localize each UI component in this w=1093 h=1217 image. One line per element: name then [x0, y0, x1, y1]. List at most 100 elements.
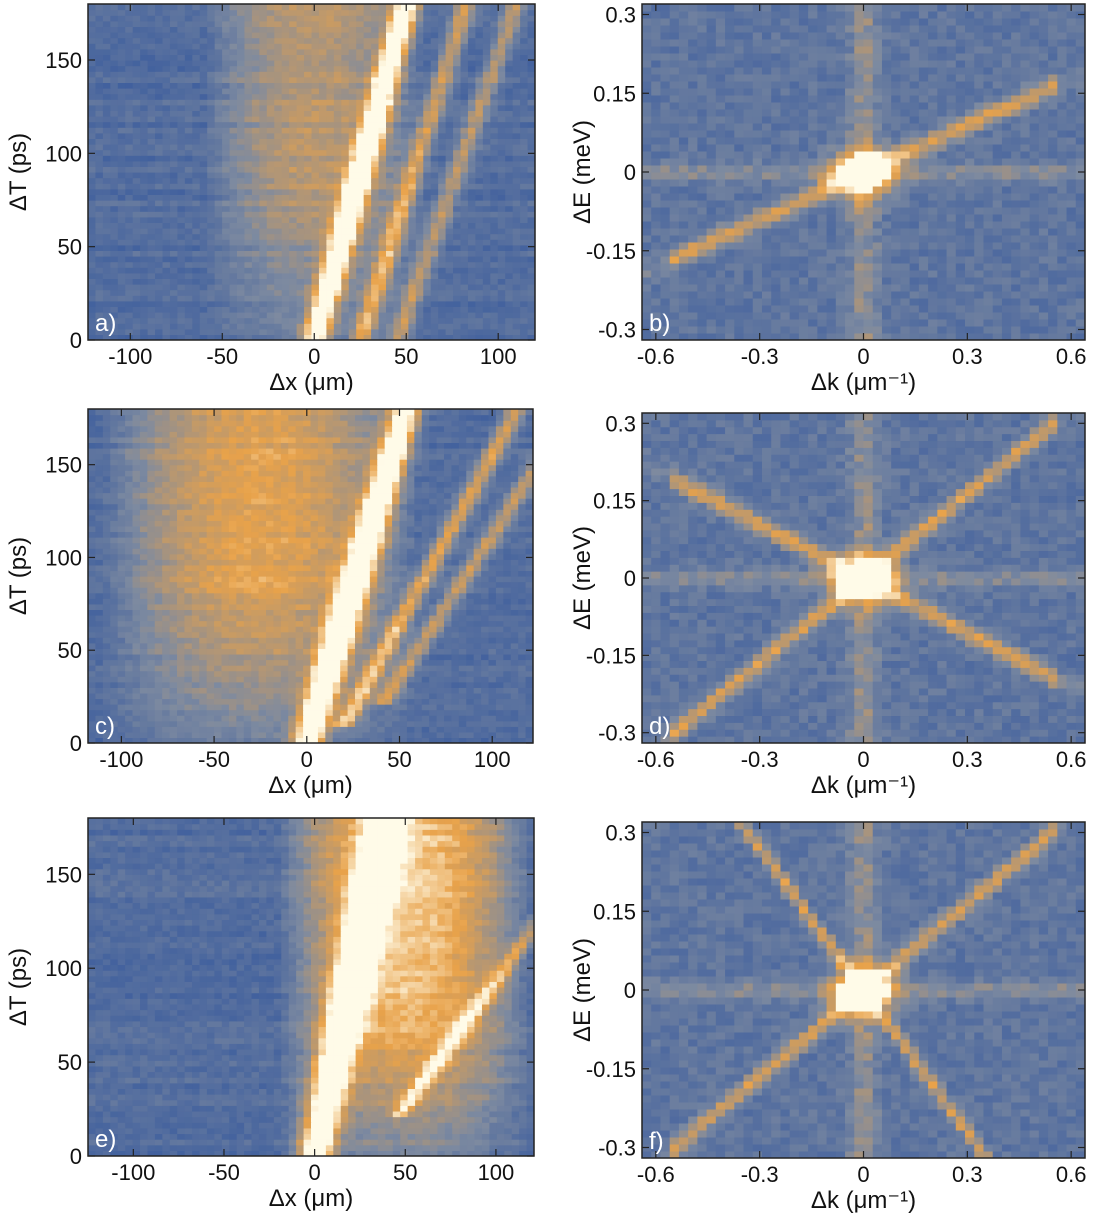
heatmap-cell [438, 250, 447, 257]
heatmap-cell [214, 222, 223, 229]
heatmap-cell [281, 110, 290, 117]
heatmap-cell [363, 76, 372, 83]
heatmap-cell [341, 110, 350, 117]
heatmap-cell [199, 317, 208, 324]
heatmap-cell [423, 233, 432, 240]
heatmap-cell [678, 291, 689, 299]
heatmap-cell [400, 183, 409, 190]
heatmap-cell [110, 256, 119, 263]
heatmap-cell [378, 306, 387, 313]
heatmap-cell [497, 205, 506, 212]
heatmap-cell [430, 177, 439, 184]
heatmap-cell [520, 155, 529, 162]
heatmap-cell [341, 188, 350, 195]
heatmap-cell [125, 328, 134, 335]
heatmap-cell [259, 222, 268, 229]
heatmap-cell [95, 88, 104, 95]
heatmap-cell [348, 267, 357, 274]
heatmap-cell [318, 26, 327, 33]
heatmap-cell [955, 151, 966, 159]
heatmap-cell [214, 300, 223, 307]
heatmap-cell [1001, 200, 1012, 208]
heatmap-cell [430, 284, 439, 291]
heatmap-cell [259, 121, 268, 128]
heatmap-cell [408, 65, 417, 72]
heatmap-cell [378, 88, 387, 95]
heatmap-cell [992, 263, 1003, 271]
heatmap-cell [490, 194, 499, 201]
heatmap-cell [937, 235, 948, 243]
heatmap-cell [1029, 263, 1040, 271]
heatmap-cell [497, 188, 506, 195]
heatmap-cell [415, 267, 424, 274]
heatmap-cell [771, 172, 781, 180]
heatmap-cell [155, 132, 164, 139]
heatmap-cell [162, 323, 171, 330]
heatmap-cell [789, 228, 800, 236]
heatmap-cell [891, 256, 901, 264]
heatmap-cell [734, 312, 745, 320]
heatmap-cell [274, 200, 283, 207]
heatmap-cell [259, 261, 268, 268]
heatmap-cell [363, 256, 372, 263]
heatmap-cell [490, 127, 499, 134]
heatmap-cell [678, 186, 689, 194]
heatmap-cell [660, 165, 671, 173]
heatmap-cell [229, 211, 238, 218]
heatmap-cell [162, 244, 171, 251]
heatmap-cell [715, 291, 726, 299]
heatmap-cell [281, 93, 290, 100]
heatmap-cell [259, 295, 268, 302]
heatmap-cell [274, 144, 283, 151]
heatmap-cell [222, 93, 231, 100]
heatmap-cell [490, 99, 499, 106]
heatmap-cell [281, 284, 290, 291]
heatmap-cell [438, 323, 447, 330]
heatmap-cell [415, 121, 424, 128]
heatmap-cell [147, 15, 156, 22]
heatmap-cell [445, 205, 454, 212]
heatmap-cell [826, 186, 837, 194]
heatmap-cell [281, 121, 290, 128]
heatmap-cell [678, 256, 689, 264]
heatmap-cell [909, 200, 920, 208]
heatmap-cell [386, 328, 395, 335]
heatmap-cell [229, 149, 238, 156]
heatmap-cell [743, 151, 754, 159]
heatmap-cell [497, 32, 506, 39]
heatmap-cell [415, 239, 424, 246]
heatmap-cell [453, 323, 462, 330]
heatmap-cell [132, 261, 141, 268]
heatmap-cell [326, 149, 335, 156]
heatmap-cell [1048, 186, 1058, 194]
heatmap-cell [378, 289, 387, 296]
heatmap-cell [199, 200, 208, 207]
heatmap-cell [415, 54, 424, 61]
heatmap-cell [660, 284, 671, 292]
heatmap-cell [102, 20, 111, 27]
heatmap-cell [415, 127, 424, 134]
heatmap-cell [348, 43, 357, 50]
heatmap-cell [117, 138, 126, 145]
heatmap-cell [147, 99, 156, 106]
heatmap-cell [222, 110, 231, 117]
heatmap-cell [125, 37, 134, 44]
heatmap-cell [251, 65, 260, 72]
heatmap-cell [808, 214, 818, 222]
heatmap-cell [520, 244, 529, 251]
heatmap-cell [177, 155, 186, 162]
heatmap-cell [651, 186, 661, 194]
heatmap-cell [789, 165, 800, 173]
heatmap-cell [155, 250, 164, 257]
heatmap-cell [326, 334, 335, 340]
heatmap-cell [281, 54, 290, 61]
heatmap-cell [386, 82, 395, 89]
heatmap-cell [527, 284, 535, 291]
heatmap-cell [400, 250, 409, 257]
heatmap-cell [497, 93, 506, 100]
heatmap-cell [378, 144, 387, 151]
heatmap-cell [1038, 298, 1049, 306]
heatmap-cell [311, 300, 320, 307]
heatmap-cell [965, 249, 975, 257]
heatmap-cell [909, 221, 920, 229]
